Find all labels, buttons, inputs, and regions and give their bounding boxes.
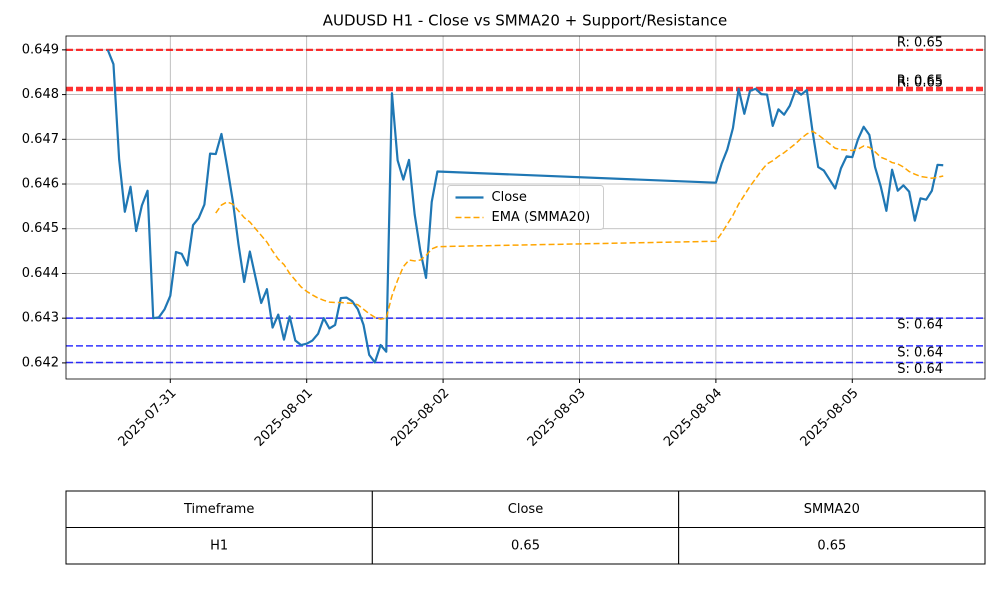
table-value: 0.65 [511,538,540,553]
table-cell [65,527,373,565]
y-tick-label: 0.648 [22,87,59,102]
series-line [106,49,944,364]
y-tick-label: 0.645 [22,221,59,236]
y-tick-label: 0.647 [22,132,59,147]
legend-label: EMA (SMMA20) [492,210,591,225]
table-header: SMMA20 [804,502,860,517]
y-tick-label: 0.649 [22,42,59,57]
y-tick-label: 0.643 [22,311,59,326]
plot-frame [65,35,986,380]
table-header: Timeframe [183,502,254,517]
resistance-label: R: 0.65 [897,35,943,50]
support-label: S: 0.64 [897,318,943,333]
resistance-label: R: 0.65 [897,76,943,91]
y-tick-label: 0.644 [22,266,59,281]
chart-title: AUDUSD H1 - Close vs SMMA20 + Support/Re… [323,12,728,30]
table-value: 0.65 [817,538,846,553]
legend-label: Close [492,190,527,205]
series-line [215,130,944,320]
support-label: S: 0.64 [897,345,943,360]
table-cell [371,490,680,528]
table-header: Close [508,502,543,517]
y-tick-label: 0.642 [22,355,59,370]
legend-box [447,185,604,230]
table-value: H1 [210,538,228,553]
y-tick-label: 0.646 [22,177,59,192]
resistance-label: R: 0.65 [897,73,943,88]
table-cell [678,490,986,528]
support-label: S: 0.64 [897,362,943,377]
table-cell [65,490,373,528]
table-cell [678,527,986,565]
